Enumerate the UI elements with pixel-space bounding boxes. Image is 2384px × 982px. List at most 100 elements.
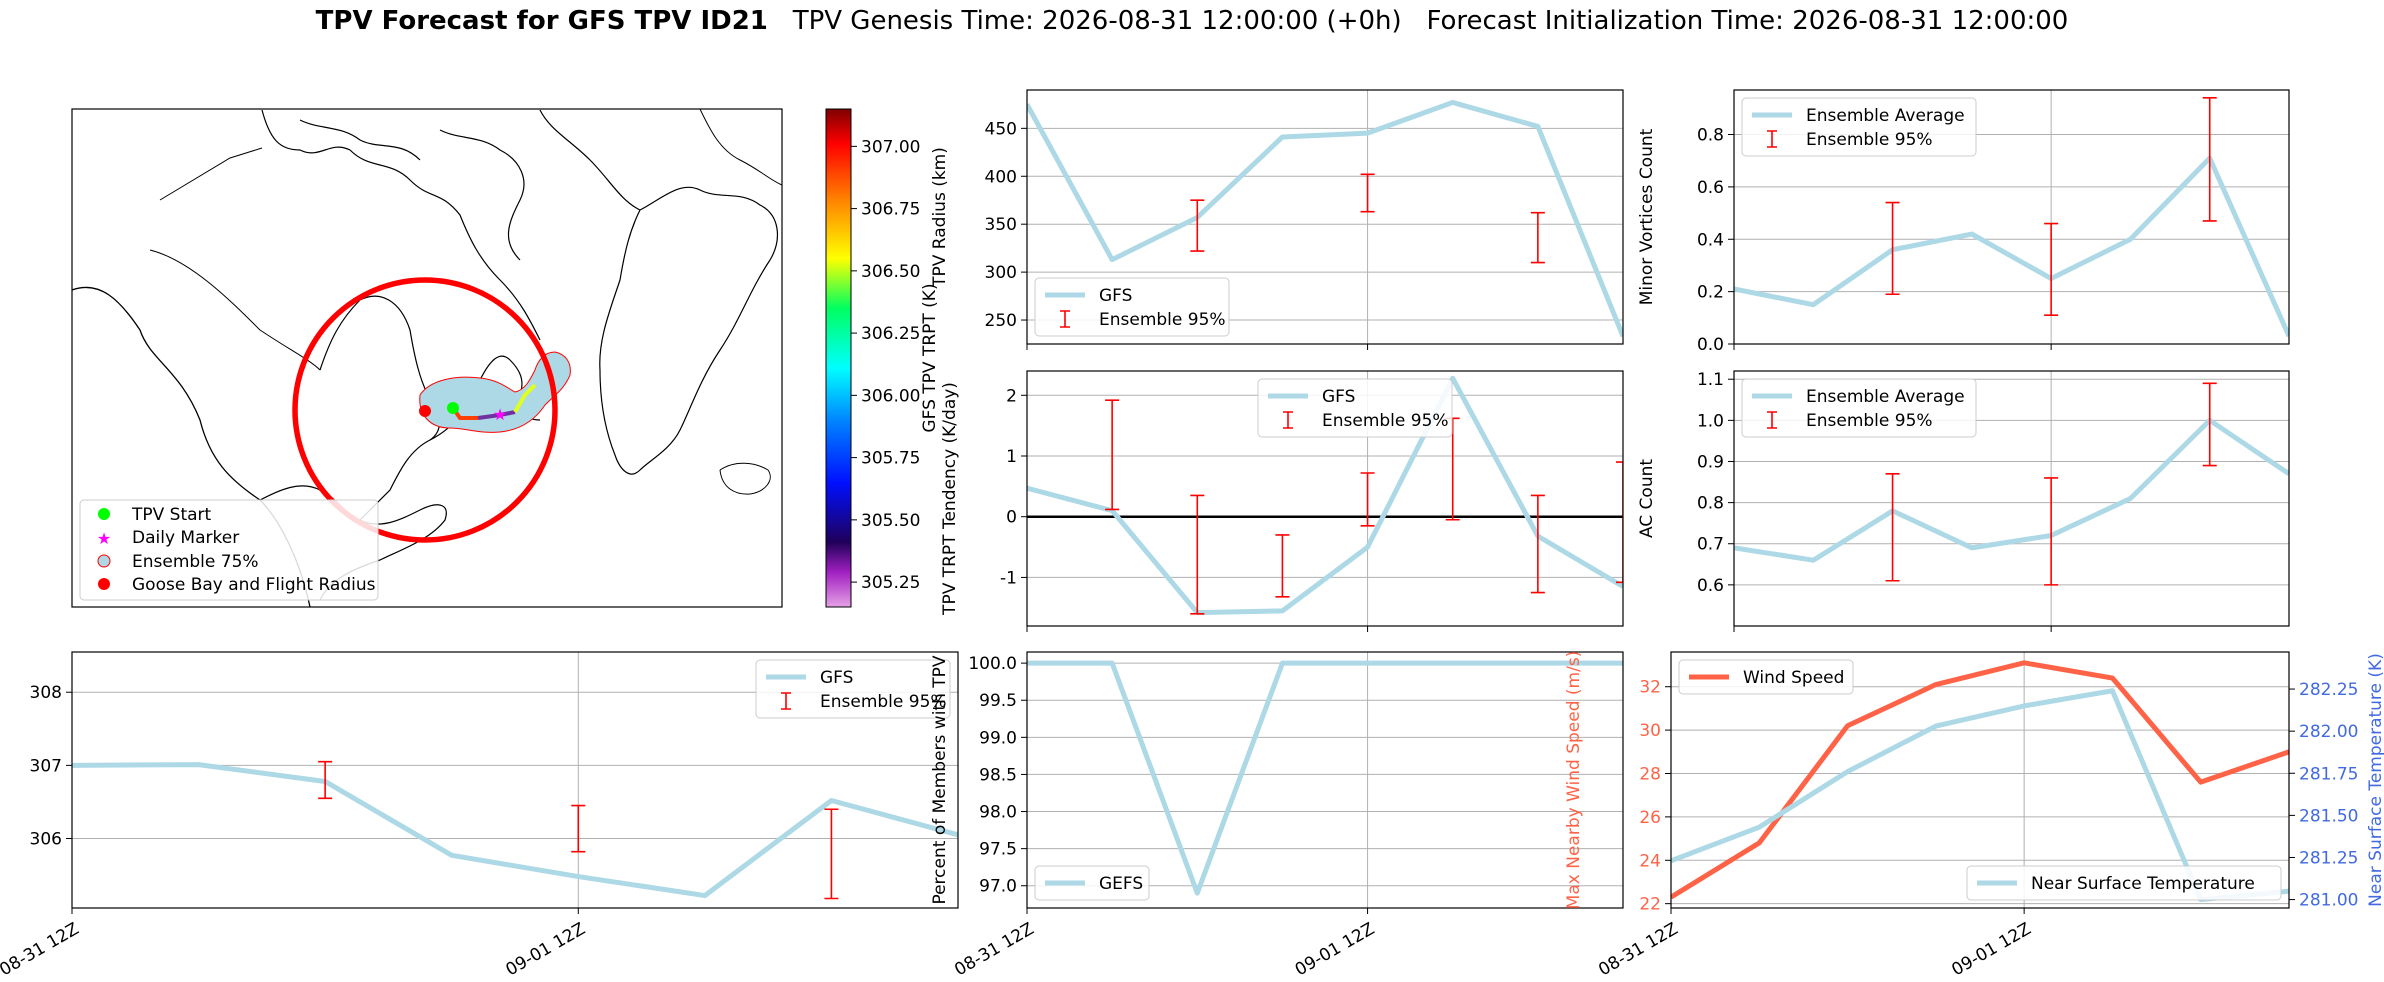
x-tick-label: 09-01 12Z [1948,919,2034,980]
y-tick-label: 307 [30,756,62,776]
panel-grid [1670,652,2289,908]
goose-bay-flight-radius [292,277,558,543]
y-tick-label: 28 [1639,764,1661,784]
errorbar-series [318,760,839,900]
goose-bay-marker [419,405,431,417]
iceland-coast [719,462,771,495]
panel-legend: Wind Speed [1678,659,1854,695]
legend-goose-bay-label: Goose Bay and Flight Radius [132,575,376,595]
legend-errorbar-symbol [1283,411,1293,429]
errorbar-series [1885,97,2217,316]
y-tick-label: 99.0 [979,728,1017,748]
title-tpv-id: TPV Forecast for GFS TPV ID21 [315,6,768,36]
panel-plot-area [1734,97,2289,338]
panel-radius: 250 300 350 400 450 TPV Radius (km) GFS Ensembl… [930,89,1624,350]
y-tick-label: 300 [985,263,1017,283]
y-right-tick-label: 281.50 [2299,806,2358,826]
panel-frame [1026,370,1624,627]
y-tick-label: 99.5 [979,691,1017,711]
series-line [1027,99,1623,338]
panel-plot-area [1027,99,1623,338]
y-tick-label: 30 [1639,721,1661,741]
y-axis-label: AC Count [1637,459,1657,538]
errorbar-mark [1885,473,1900,582]
panel-legend-box [1034,865,1150,901]
panel-frame [1733,370,2290,627]
panel-legend: GFS Ensemble 95% [1257,378,1453,438]
y-tick-label: 450 [985,119,1017,139]
errorbar-mark [2202,382,2217,467]
y-tick-label: 98.5 [979,765,1017,785]
y-tick-label: 0.9 [1697,452,1724,472]
panel-legend-box [1678,659,1854,695]
daily-marker-star: ★ [493,405,507,424]
colorbar-ticks: 307.00 306.75 306.50 306.25 306.00 305.75 305.… [851,137,920,593]
x-tick-label: 09-01 12Z [502,919,588,980]
errorbar-mark [1275,534,1290,598]
errorbar-mark [1360,173,1375,213]
series-line-temperature [1671,688,2289,903]
colorbar-tick-label: 305.25 [861,573,920,593]
figure-title: TPV Forecast for GFS TPV ID21 TPV Genesi… [0,6,2384,36]
map-panel: ★ TPV Start ★ Daily Marker Ensemble 75% … [71,108,940,608]
errorbar-mark [571,804,586,853]
y-axis-label: Percent of Members with TPV [930,655,950,904]
panel-legend: GFS Ensemble 95% [755,659,951,719]
legend-errorbar-symbol [1767,130,1777,148]
panel-plot-area [1027,660,1623,896]
legend-entry-label: GFS [1322,387,1355,407]
panel-frame [71,651,959,909]
y-right-axis-label: Near Surface Temperature (K) [2366,653,2384,907]
y-tick-label: 400 [985,167,1017,187]
legend-entry-label: Ensemble 95% [820,692,947,712]
legend-entry-label: Ensemble 95% [1806,130,1933,150]
y-tick-label: 0.7 [1697,535,1724,555]
panel-legend-box [1966,865,2282,901]
y-tick-label: 1.0 [1697,411,1724,431]
errorbar-series [1190,173,1545,264]
legend-daily-marker-symbol: ★ [97,529,111,548]
colorbar-gradient [825,108,852,608]
errorbar-mark [318,760,333,800]
errorbar-mark [1190,494,1205,615]
panel-legend: GEFS [1034,865,1150,901]
legend-entry-label: Wind Speed [1743,668,1844,688]
map-legend-box [79,499,379,601]
legend-tpv-start-label: TPV Start [131,505,212,525]
title-init-time: Forecast Initialization Time: 2026-08-31… [1426,6,2069,36]
errorbar-mark [2044,222,2059,316]
errorbar-mark [992,404,1006,425]
legend-entry-label: Ensemble 95% [1806,411,1933,431]
y-tick-label: 0.4 [1697,230,1724,250]
panel-minor-vortices: 0.0 0.2 0.4 0.6 0.8 Minor Vortices Count Ensem… [1637,89,2290,355]
y-tick-label: 0.0 [1697,335,1724,355]
panel-wind-temp: 22 24 26 28 30 32 281.00 281.25 281.50 281.75 282.… [1564,651,2384,981]
panel-plot-area [1734,382,2289,586]
legend-goose-bay-symbol [98,578,110,590]
errorbar-series [1885,382,2217,586]
y-tick-label: 0.6 [1697,576,1724,596]
y-tick-label: 24 [1639,851,1661,871]
y-right-tick-label: 282.25 [2299,680,2358,700]
y-tick-label: 0.2 [1697,283,1724,303]
y-tick-label: 308 [30,683,62,703]
errorbar-mark [2202,97,2217,222]
colorbar-label: GFS TPV TRPT (K) [920,283,940,432]
map-frame [71,108,783,608]
errorbar-mark [1616,461,1623,584]
legend-entry-label: Ensemble Average [1806,106,1965,126]
x-tick-label: 08-31 12Z [1595,919,1681,980]
legend-errorbar-symbol [1060,310,1070,328]
y-tick-label: 0.8 [1697,494,1724,514]
colorbar-tick-label: 306.50 [861,262,920,282]
panel-frame [1026,89,1624,345]
legend-entry-label: GFS [820,668,853,688]
arctic-border-line [159,147,263,201]
series-line [1027,375,1623,616]
errorbar-mark [1190,199,1205,252]
y-tick-label: 26 [1639,808,1661,828]
y-tick-label: 2 [1006,386,1017,406]
